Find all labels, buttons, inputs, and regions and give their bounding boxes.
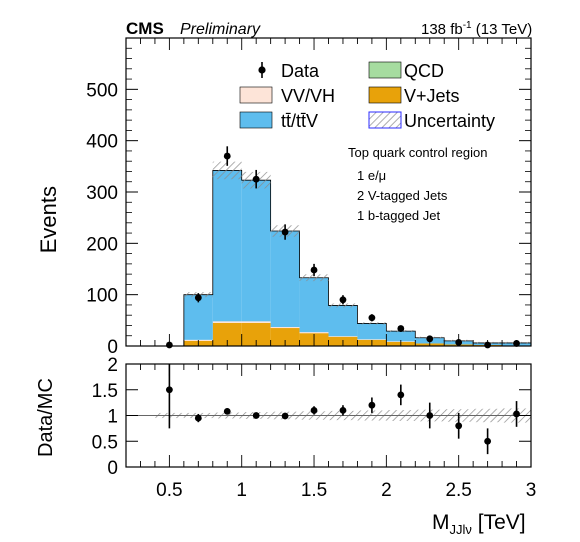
legend-vv-swatch (239, 86, 273, 104)
legend-vjets-swatch (368, 86, 402, 104)
ratio-point-0 (165, 386, 173, 394)
stack-bar-1-2 (241, 321, 271, 323)
data-point-9 (426, 335, 434, 343)
ratio-ytick-label-4: 2 (107, 355, 118, 376)
data-point-2 (223, 152, 231, 160)
ratio-point-4 (281, 412, 289, 420)
stack-bar-3-3 (270, 231, 300, 328)
legend-entry-qcd: QCD (368, 61, 444, 81)
ratio-point-7 (368, 401, 376, 409)
ratio-point-1 (194, 414, 202, 422)
stack-bar-1-4 (299, 332, 329, 334)
ratio-point-9 (426, 412, 434, 419)
main-ytick-label-0: 0 (107, 337, 118, 358)
legend-uncertainty-swatch (368, 111, 402, 129)
stack-bar-3-7 (386, 331, 416, 342)
legend-qcd-swatch (368, 61, 402, 79)
ratio-point-2 (223, 407, 231, 415)
stack-bar-0-2 (241, 322, 271, 346)
legend-uncertainty-label: Uncertainty (404, 111, 495, 131)
main-panel: 0 100 200 300 400 500 Events (36, 37, 532, 358)
main-ytick-label-4: 400 (86, 132, 118, 153)
legend-entry-ttbar: tt̄/tt̄V (239, 111, 318, 131)
ratio-panel: 0 0.5 1 1.5 2 0.5 1 1.5 2 2.5 3 Data/MC MJJlν [Te… (35, 355, 536, 537)
ratio-points (165, 364, 520, 455)
ratio-ytick-label-1: 0.5 (92, 432, 118, 453)
ratio-y-axis-label: Data/MC (35, 378, 57, 457)
annotation-region: Top quark control region (348, 145, 487, 160)
ratio-ytick-label-2: 1 (107, 407, 118, 428)
legend-ttbar-swatch (239, 111, 273, 129)
ratio-ytick-label-3: 1.5 (92, 381, 118, 402)
annotation-line2: 2 V-tagged Jets (357, 188, 448, 203)
stack-bar-1-5 (328, 336, 358, 337)
annotation-line1: 1 e/μ (357, 168, 386, 183)
main-ytick-label-3: 300 (86, 183, 118, 204)
legend-data-marker (258, 66, 266, 74)
ratio-point-12 (513, 410, 520, 418)
data-point-8 (397, 325, 405, 332)
data-point-5 (310, 266, 318, 274)
data-point-7 (368, 314, 376, 322)
unc-band-1 (212, 161, 242, 180)
ratio-xtick-label-2: 1.5 (301, 480, 327, 501)
legend: Data QCD VV/VH V+Jets tt̄/tt̄V Uncertain… (239, 61, 495, 131)
legend-vv-label: VV/VH (281, 86, 335, 106)
ratio-point-6 (339, 406, 347, 414)
stack-bar-3-6 (357, 323, 387, 340)
legend-entry-vv: VV/VH (239, 86, 335, 106)
stack-bar-3-4 (299, 277, 329, 333)
x-axis-label: MJJlν [TeV] (432, 511, 526, 537)
main-y-axis: 0 100 200 300 400 500 (86, 47, 531, 358)
data-point-1 (194, 294, 202, 302)
legend-entry-vjets: V+Jets (368, 86, 460, 106)
ratio-point-10 (455, 422, 463, 430)
legend-entry-data: Data (258, 61, 320, 81)
ratio-xtick-label-5: 3 (526, 480, 537, 501)
stack-bar-1-6 (357, 339, 387, 340)
stack-bar-0-1 (212, 322, 242, 346)
stack-bar-3-1 (212, 170, 242, 322)
legend-qcd-label: QCD (404, 61, 444, 81)
experiment-label: CMS (126, 19, 164, 38)
unc-band-6 (357, 322, 387, 325)
ratio-point-5 (310, 406, 318, 414)
ratio-point-8 (397, 391, 405, 399)
data-point-6 (339, 296, 347, 304)
data-point-4 (281, 228, 289, 236)
main-ytick-label-1: 100 (86, 286, 118, 307)
legend-entry-uncertainty: Uncertainty (368, 111, 495, 131)
ratio-ytick-label-0: 0 (107, 458, 118, 479)
ratio-y-axis: 0 0.5 1 1.5 2 (92, 355, 531, 479)
legend-ttbar-label: tt̄/tt̄V (281, 111, 318, 131)
status-label: Preliminary (180, 21, 261, 38)
legend-vjets-label: V+Jets (404, 86, 460, 106)
annotation-line3: 1 b-tagged Jet (357, 208, 441, 223)
data-point-3 (252, 175, 260, 183)
ratio-x-axis: 0.5 1 1.5 2 2.5 3 (140, 364, 536, 501)
ratio-xtick-label-0: 0.5 (156, 480, 182, 501)
region-annotation: Top quark control region 1 e/μ 2 V-tagge… (348, 145, 487, 223)
unc-band-4 (299, 274, 329, 282)
stack-bar-1-1 (212, 321, 242, 323)
ratio-point-3 (252, 412, 260, 419)
stack-bar-3-5 (328, 305, 358, 337)
main-x-ticks (140, 38, 532, 346)
lumi-label: 138 fb-1 (13 TeV) (421, 20, 532, 38)
main-ytick-label-2: 200 (86, 234, 118, 255)
ratio-xtick-label-1: 1 (236, 480, 247, 501)
ratio-xtick-label-3: 2 (381, 480, 392, 501)
stack-bar-0-3 (270, 328, 300, 346)
main-y-axis-label: Events (36, 186, 61, 253)
stack-bar-3-2 (241, 180, 271, 322)
unc-band-5 (328, 303, 358, 308)
legend-data-label: Data (281, 61, 320, 81)
stack-bar-1-3 (270, 327, 300, 329)
ratio-xtick-label-4: 2.5 (445, 480, 471, 501)
main-ytick-label-5: 500 (86, 80, 118, 101)
ratio-point-11 (484, 437, 492, 445)
